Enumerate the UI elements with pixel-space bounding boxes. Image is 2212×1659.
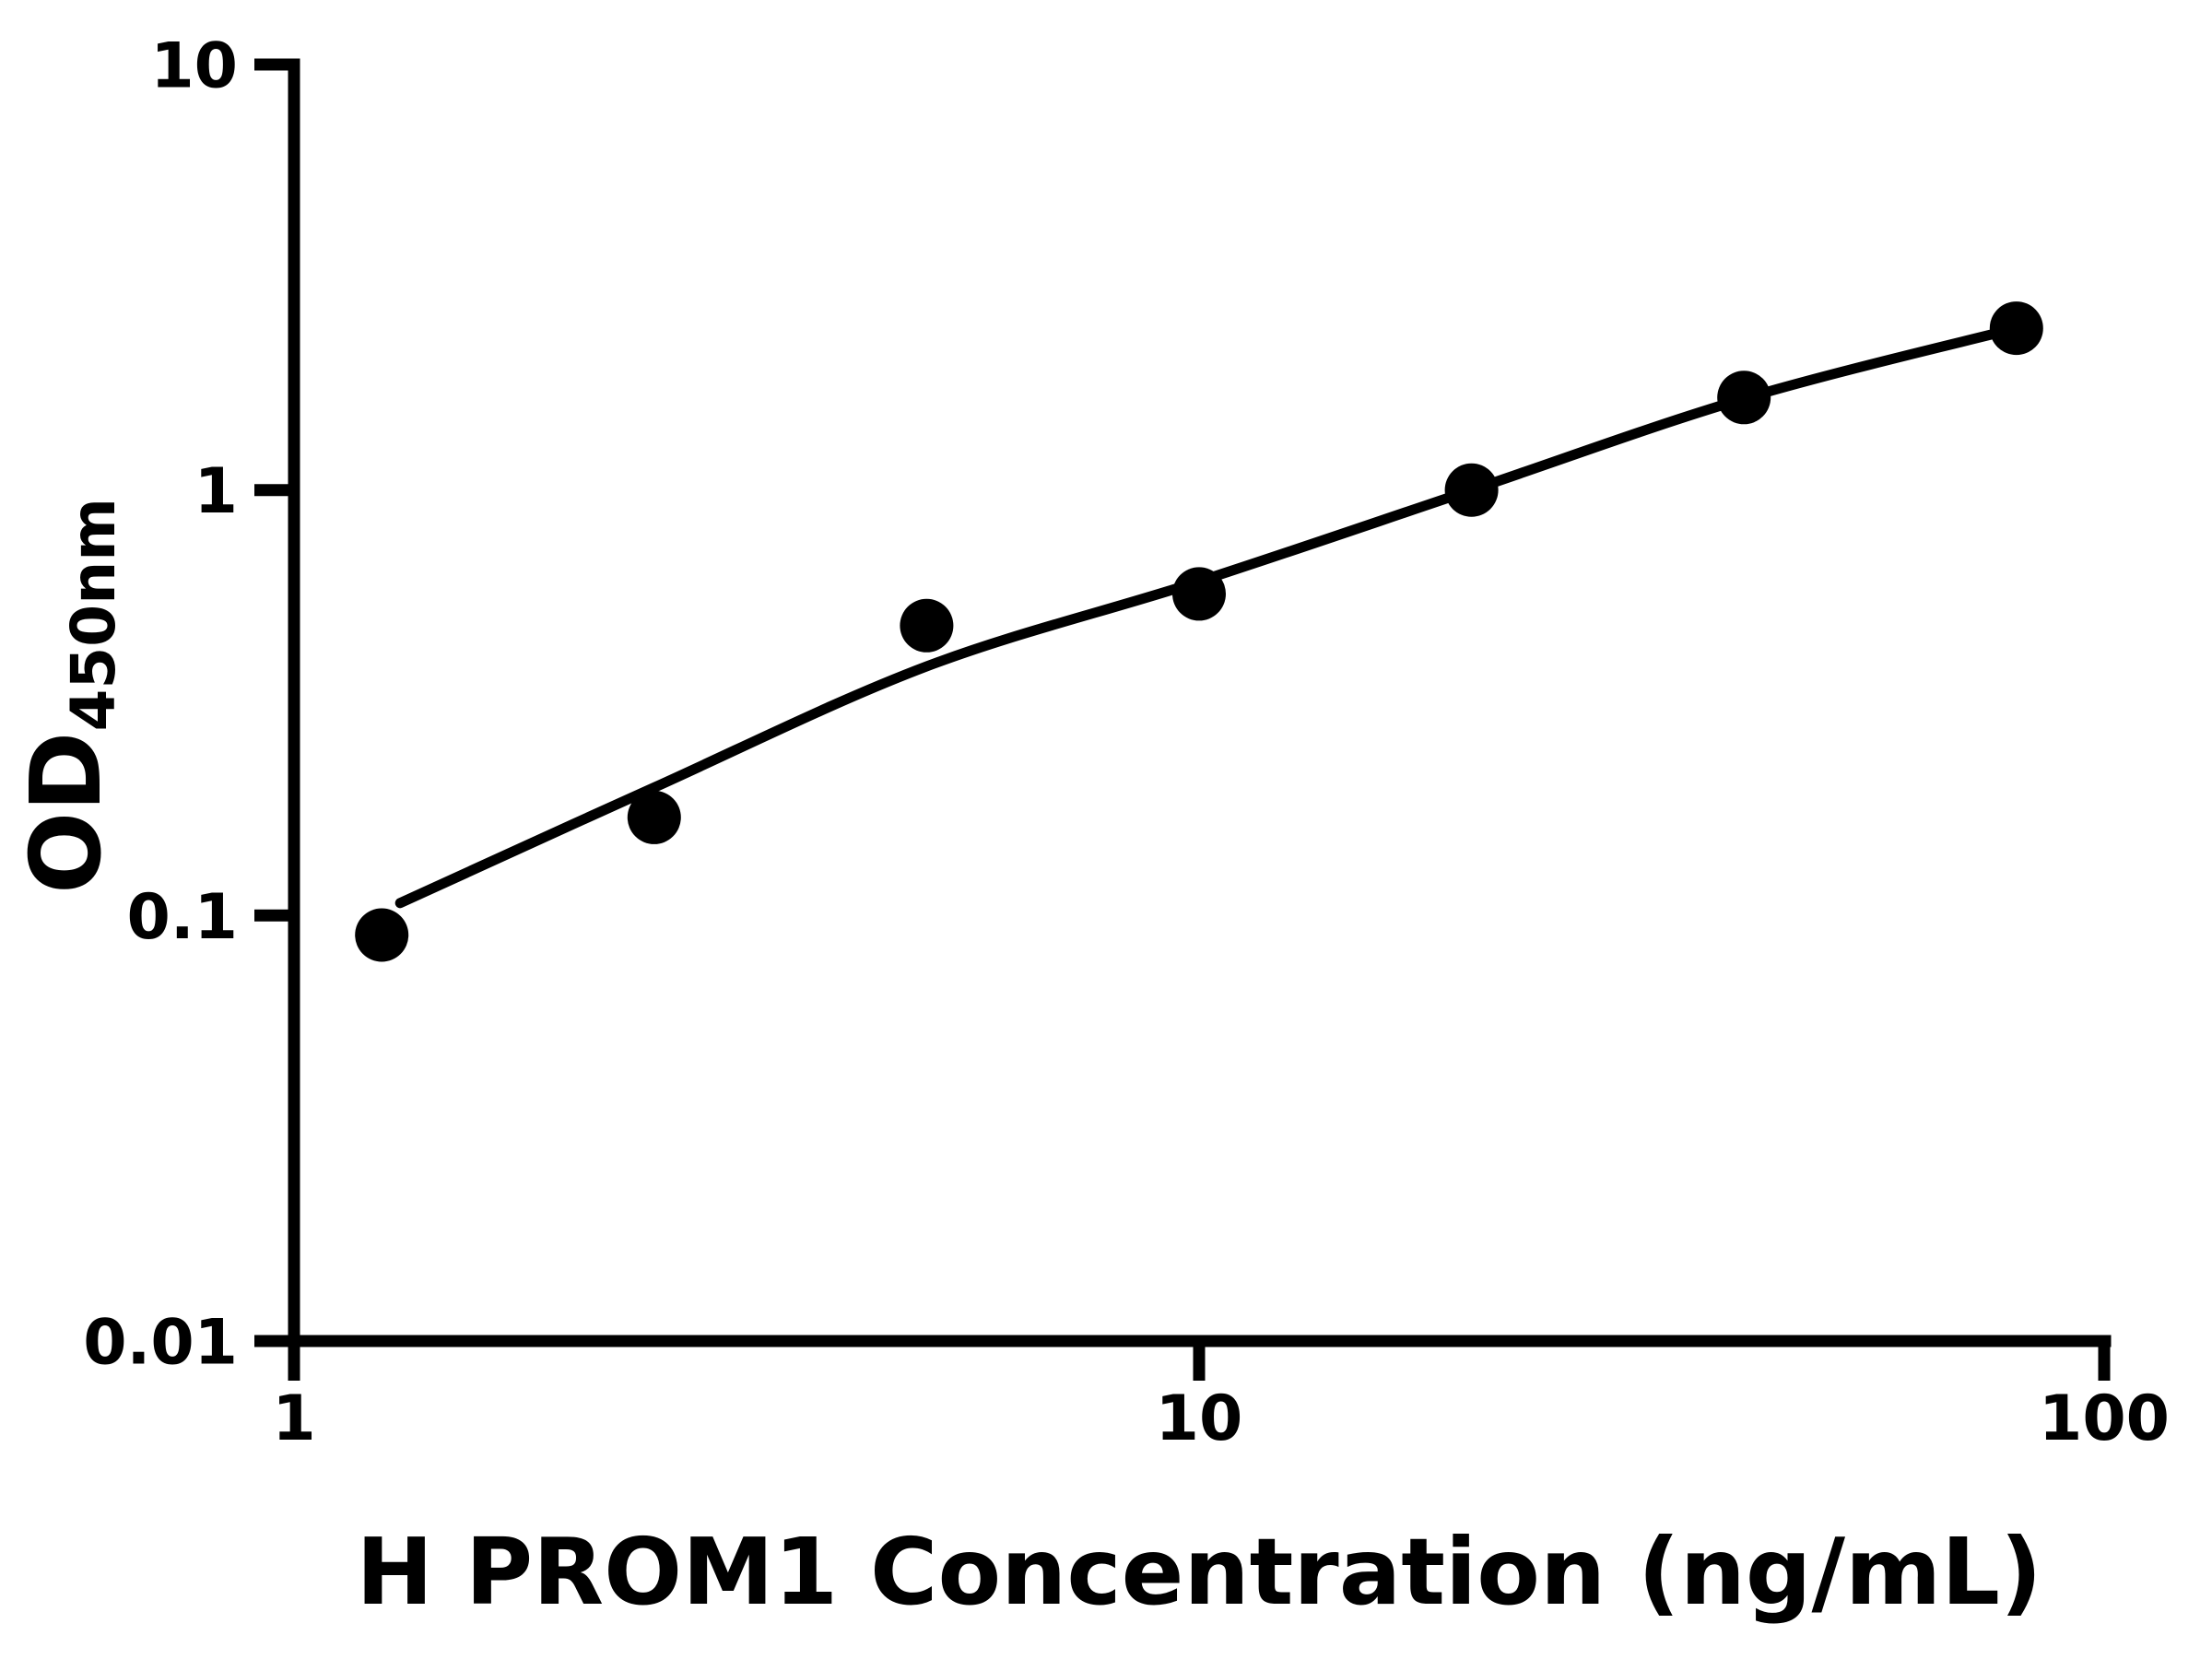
data-point [900, 598, 954, 653]
data-point [627, 790, 681, 844]
data-point [355, 908, 409, 962]
y-axis-title-sub: 450nm [58, 498, 129, 732]
y-tick-label: 10 [150, 29, 238, 102]
x-ticks [288, 1341, 2111, 1381]
x-tick-labels: 1 10 100 [272, 1382, 2170, 1455]
data-point [1989, 301, 2043, 356]
x-axis-title: H PROM1 Concentration (ng/mL) [356, 1518, 2041, 1626]
y-tick-label: 1 [194, 455, 238, 528]
data-points [355, 301, 2043, 962]
x-tick-label: 1 [272, 1382, 315, 1455]
y-tick-label: 0.1 [127, 881, 238, 954]
y-axis: 10 1 0.1 0.01 [83, 29, 300, 1379]
x-tick-label: 10 [1156, 1382, 1243, 1455]
data-point [1172, 567, 1226, 621]
y-tick-labels: 10 1 0.1 0.01 [83, 29, 238, 1379]
y-axis-title-main: OD [10, 732, 123, 894]
x-tick-label: 100 [2039, 1382, 2170, 1455]
y-tick-label: 0.01 [83, 1306, 238, 1379]
data-point [1444, 463, 1499, 517]
x-axis: 1 10 100 [272, 1335, 2170, 1455]
y-axis-title: OD450nm [10, 498, 129, 894]
y-ticks [254, 58, 294, 1347]
data-point [1717, 371, 1771, 425]
